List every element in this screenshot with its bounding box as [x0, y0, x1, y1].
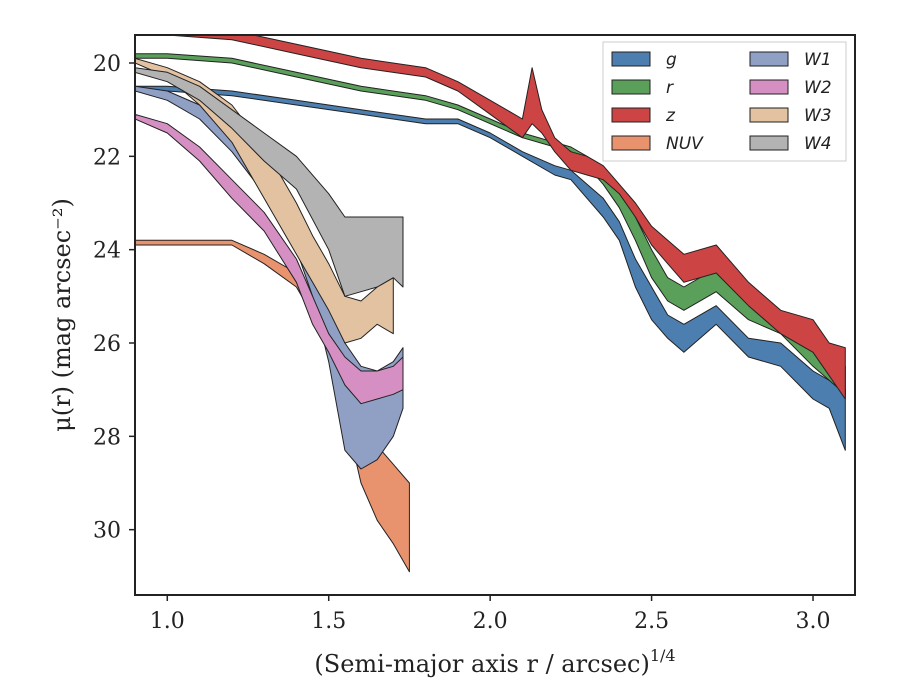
legend-label-nuv: NUV [666, 134, 704, 154]
legend-label-w1: W1 [804, 50, 832, 70]
x-tick-label: 1.5 [311, 609, 346, 634]
band-g [135, 85, 846, 451]
x-axis-ticks: 1.0 1.5 2.0 2.5 3.0 [150, 595, 831, 634]
y-axis-title: μ(r) (mag arcsec⁻²) [48, 198, 76, 432]
legend-swatch-nuv [611, 135, 651, 151]
y-tick-label: 24 [93, 239, 121, 264]
legend-label-w2: W2 [804, 78, 832, 98]
y-tick-label: 22 [93, 145, 121, 170]
legend-swatch-w3 [749, 107, 789, 123]
legend: grz NUV W1 W2 W3 W4 [602, 41, 847, 162]
y-tick-label: 20 [93, 52, 121, 77]
band-z [135, 35, 846, 400]
profile-bands [135, 35, 846, 573]
legend-swatch-w1 [749, 51, 789, 67]
y-tick-label: 30 [93, 519, 121, 544]
x-tick-label: 2.5 [634, 609, 669, 634]
x-tick-label: 3.0 [796, 609, 831, 634]
legend-swatch-z [611, 107, 651, 123]
legend-label-r: r [666, 78, 674, 98]
legend-swatch-g [611, 51, 651, 67]
x-tick-label: 2.0 [473, 609, 508, 634]
legend-swatch-w2 [749, 79, 789, 95]
legend-label-w4: W4 [804, 134, 832, 154]
legend-label-g: g [666, 50, 677, 70]
legend-label-w3: W3 [804, 106, 832, 126]
y-tick-label: 28 [93, 425, 121, 450]
legend-label-z: z [665, 106, 676, 126]
y-axis-ticks: 20 22 24 26 28 30 [93, 52, 135, 544]
x-tick-label: 1.0 [150, 609, 185, 634]
band-w4 [135, 67, 404, 297]
x-axis-title: (Semi-major axis r / arcsec)1/4 [314, 646, 675, 678]
band-w2 [135, 113, 404, 405]
plot-frame [134, 34, 856, 596]
y-tick-label: 26 [93, 332, 121, 357]
legend-swatch-r [611, 79, 651, 95]
legend-swatch-w4 [749, 135, 789, 151]
